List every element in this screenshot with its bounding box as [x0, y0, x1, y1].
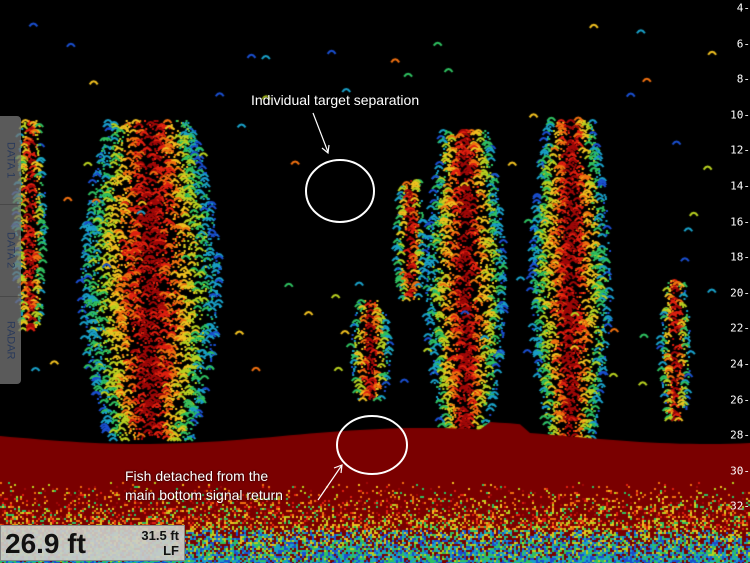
depth-tick: 26: [730, 393, 750, 406]
depth-tick: 6: [737, 37, 750, 50]
frequency-label: LF: [163, 543, 179, 558]
tab-label: DATA 1: [4, 141, 17, 179]
annotation-target-separation: Individual target separation: [251, 92, 420, 108]
tab-data-1[interactable]: DATA 1: [0, 116, 21, 205]
side-tabs: DATA 1 DATA 2 RADAR: [0, 116, 21, 384]
depth-readout: 26.9 ft 31.5 ft LF: [0, 525, 185, 561]
depth-tick: 22: [730, 322, 750, 335]
tab-radar[interactable]: RADAR: [0, 296, 21, 384]
depth-tick: 10: [730, 108, 750, 121]
detached-fish-circle: [336, 415, 408, 475]
tab-data-2[interactable]: DATA 2: [0, 204, 21, 297]
current-depth: 26.9 ft: [5, 528, 86, 559]
depth-tick: 16: [730, 215, 750, 228]
depth-tick: 4: [737, 2, 750, 15]
depth-tick: 30: [730, 464, 750, 477]
tab-label: DATA 2: [4, 231, 17, 269]
annotation-detached-line2: main bottom signal return: [125, 487, 283, 503]
arrow-top: [312, 112, 329, 153]
arrow-bottom-head: [333, 464, 343, 474]
target-circle: [305, 159, 375, 223]
depth-tick: 28: [730, 429, 750, 442]
depth-tick: 24: [730, 358, 750, 371]
secondary-depth: 31.5 ft: [141, 528, 179, 543]
arrow-top-head: [321, 144, 330, 155]
depth-tick: 12: [730, 144, 750, 157]
depth-tick: 20: [730, 286, 750, 299]
depth-tick: 18: [730, 251, 750, 264]
tab-label: RADAR: [4, 320, 17, 360]
depth-tick: 8: [737, 73, 750, 86]
annotation-detached-line1: Fish detached from the: [125, 468, 269, 484]
arrow-bottom: [317, 464, 343, 501]
depth-tick: 32: [730, 500, 750, 513]
depth-tick: 14: [730, 180, 750, 193]
